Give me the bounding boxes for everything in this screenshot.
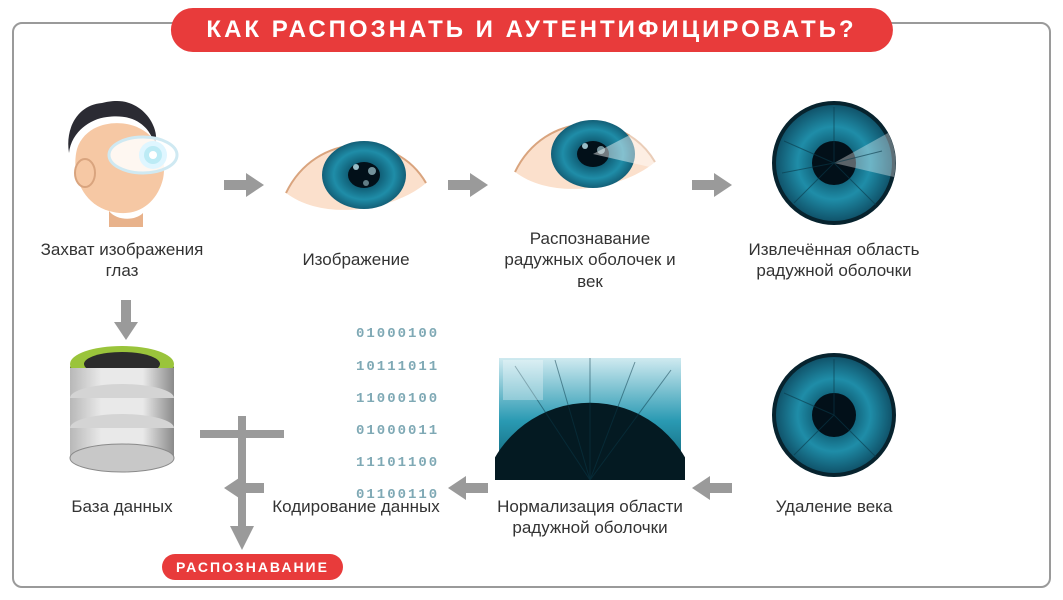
step-extracted: Извлечённая область радужной оболочки (734, 93, 934, 282)
lidremove-icon (764, 340, 904, 490)
database-label: База данных (71, 496, 172, 517)
image-icon (276, 103, 436, 243)
detect-label: Распознавание радужных оболочек и век (490, 228, 690, 292)
arrow-right-3 (690, 171, 734, 204)
capture-label: Захват изображения глаз (22, 239, 222, 282)
title-pill: КАК РАСПОЗНАТЬ И АУТЕНТИФИЦИРОВАТЬ? (170, 8, 892, 52)
step-lidremove: Удаление века (764, 340, 904, 517)
extracted-icon (764, 93, 904, 233)
step-encode: 01000100 10111011 11000100 01000011 1110… (272, 340, 440, 517)
binary-line: 11101100 (356, 455, 439, 471)
extracted-label: Извлечённая область радужной оболочки (734, 239, 934, 282)
row2: База данных 01000100 10111011 11000100 0… (22, 340, 1041, 580)
binary-line: 01000100 (356, 326, 439, 342)
detect-icon (505, 82, 675, 222)
capture-icon (47, 93, 197, 233)
encode-label: Кодирование данных (272, 496, 440, 517)
arrow-left-2 (446, 474, 490, 507)
step-capture: Захват изображения глаз (22, 93, 222, 282)
normalize-label: Нормализация области радужной оболочки (490, 496, 690, 539)
arrow-left-3 (690, 474, 734, 507)
lidremove-label: Удаление века (776, 496, 893, 517)
binary-line: 01000011 (356, 423, 439, 439)
title-text: КАК РАСПОЗНАТЬ И АУТЕНТИФИЦИРОВАТЬ? (206, 16, 856, 43)
binary-line: 10111011 (356, 359, 439, 375)
database-icon (57, 340, 187, 490)
arrow-right-1 (222, 171, 266, 204)
step-database: База данных (57, 340, 187, 517)
step-normalize: Нормализация области радужной оболочки (490, 340, 690, 539)
normalize-icon (495, 340, 685, 490)
binary-line: 11000100 (356, 391, 439, 407)
image-label: Изображение (302, 249, 409, 270)
arrow-right-2 (446, 171, 490, 204)
t-connector (200, 416, 284, 571)
step-image: Изображение (276, 103, 436, 270)
result-pill: РАСПОЗНАВАНИЕ (162, 554, 343, 580)
result-text: РАСПОЗНАВАНИЕ (176, 559, 329, 575)
encode-icon: 01000100 10111011 11000100 01000011 1110… (273, 340, 439, 490)
row1: Захват изображения глаз (22, 62, 1041, 312)
step-detect: Распознавание радужных оболочек и век (490, 82, 690, 292)
binary-block: 01000100 10111011 11000100 01000011 1110… (273, 310, 439, 519)
